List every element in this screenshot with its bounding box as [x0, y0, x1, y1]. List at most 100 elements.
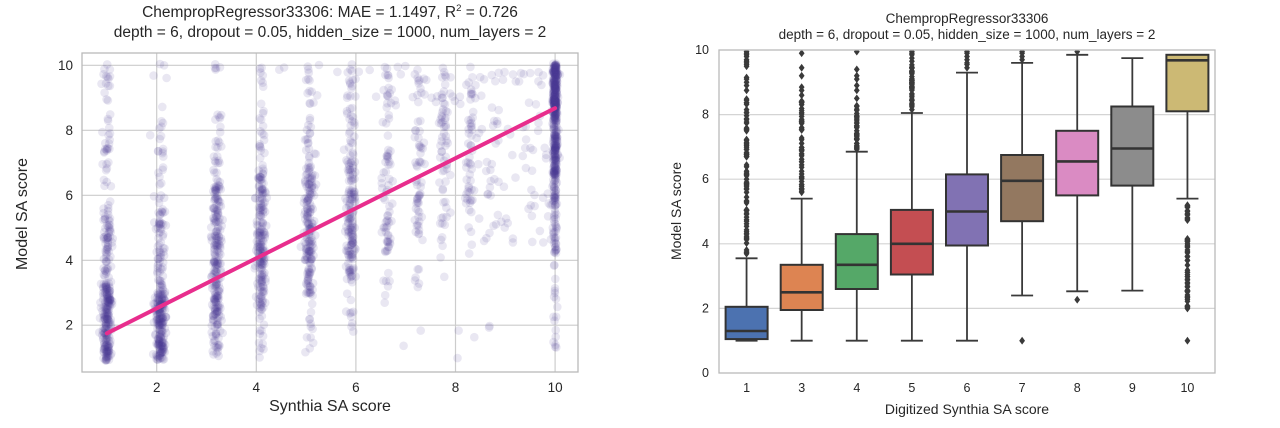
scatter-point [212, 257, 222, 266]
scatter-point [347, 195, 357, 204]
scatter-point [213, 247, 222, 256]
scatter-point [550, 234, 560, 244]
scatter-point [212, 279, 222, 289]
scatter-point [100, 266, 110, 275]
scatter-point [105, 283, 114, 293]
scatter-point [155, 257, 165, 266]
scatter-point [308, 219, 317, 228]
scatter-point [213, 256, 223, 265]
scatter-point [551, 180, 561, 189]
scatter-point [550, 93, 560, 103]
scatter-point [371, 92, 381, 101]
scatter-point [441, 131, 451, 141]
scatter-point [420, 159, 429, 169]
box-8 [1055, 129, 1100, 197]
scatter-point [439, 198, 448, 207]
scatter-point [209, 350, 218, 359]
scatter-point [158, 205, 167, 214]
scatter-point [385, 174, 394, 184]
scatter-point [159, 247, 168, 257]
scatter-point [416, 326, 426, 335]
scatter-point [344, 250, 354, 260]
scatter-point [98, 288, 108, 298]
scatter-point [550, 91, 559, 100]
scatter-point [209, 165, 218, 175]
scatter-point [414, 229, 424, 238]
scatter-point [102, 278, 111, 288]
scatter-point [303, 214, 313, 223]
scatter-point [256, 233, 266, 243]
scatter-point [552, 245, 561, 254]
scatter-point [303, 195, 313, 204]
scatter-point [156, 291, 166, 300]
scatter-point [255, 276, 265, 285]
scatter-point [551, 109, 560, 119]
scatter-point [383, 152, 393, 161]
scatter-point [346, 190, 355, 200]
scatter-point [301, 214, 310, 224]
scatter-point [550, 143, 560, 152]
scatter-point [431, 97, 441, 107]
scatter-point [345, 200, 355, 209]
scatter-point [438, 63, 448, 73]
scatter-point [450, 96, 460, 106]
scatter-point [104, 336, 113, 345]
scatter-point [213, 313, 222, 323]
scatter-point [156, 314, 165, 324]
scatter-point [214, 294, 224, 303]
scatter-point [258, 169, 268, 179]
scatter-point [209, 266, 219, 276]
scatter-point [347, 240, 356, 249]
box-group-8 [1055, 50, 1100, 304]
scatter-point [549, 169, 559, 179]
scatter-point [466, 122, 476, 132]
scatter-point [259, 270, 269, 280]
scatter-point [101, 297, 110, 306]
scatter-point [211, 238, 220, 248]
scatter-point [153, 146, 163, 156]
scatter-point [551, 110, 561, 119]
scatter-point [101, 318, 111, 327]
scatter-point [550, 130, 559, 139]
scatter-point [302, 125, 312, 135]
scatter-point [349, 263, 358, 273]
scatter-point [257, 225, 267, 234]
scatter-point [212, 193, 221, 203]
scatter-point [255, 244, 265, 253]
scatter-point [209, 336, 219, 345]
scatter-point [302, 197, 312, 206]
scatter-point [305, 175, 315, 184]
scatter-point [103, 348, 112, 358]
scatter-point [342, 106, 352, 116]
scatter-point [437, 132, 447, 142]
scatter-point [102, 231, 111, 240]
scatter-point [345, 198, 355, 208]
scatter-point [551, 99, 561, 108]
scatter-point [158, 147, 168, 156]
scatter-point [102, 356, 111, 365]
scatter-point [465, 188, 474, 197]
scatter-point [550, 89, 560, 98]
scatter-point [211, 263, 220, 273]
scatter-point [157, 280, 167, 290]
scatter-point [346, 222, 356, 232]
scatter-point [550, 76, 559, 85]
scatter-point [469, 186, 479, 195]
scatter-point [254, 290, 264, 300]
scatter-point [467, 196, 476, 205]
scatter-point [550, 90, 560, 99]
scatter-point [158, 338, 168, 347]
scatter-point [543, 212, 553, 221]
scatter-point [214, 302, 224, 312]
scatter-point [549, 292, 559, 302]
scatter-point [551, 63, 560, 73]
scatter-point [414, 79, 424, 88]
scatter-point [260, 233, 270, 242]
scatter-point [344, 201, 354, 211]
scatter-point [279, 63, 289, 72]
scatter-point [255, 258, 265, 267]
scatter-point [104, 247, 114, 256]
scatter-point [100, 181, 109, 191]
scatter-point [382, 246, 391, 256]
scatter-point [213, 300, 223, 310]
